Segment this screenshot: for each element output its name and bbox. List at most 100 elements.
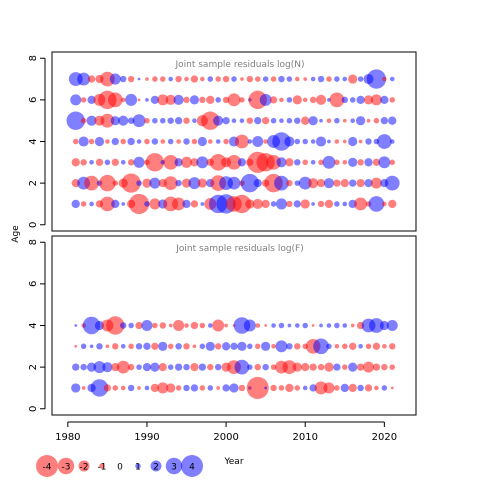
residual-bubble	[176, 139, 181, 144]
residual-bubble	[160, 76, 166, 82]
residual-bubble	[222, 75, 230, 83]
residual-bubble	[222, 384, 230, 392]
x-tick-label: 1980	[55, 432, 80, 443]
legend-bubble	[57, 457, 75, 475]
residual-bubble	[259, 93, 272, 106]
residual-bubble	[364, 158, 373, 167]
residual-bubble	[222, 96, 230, 104]
residual-bubble	[183, 96, 190, 104]
residual-bubble	[99, 174, 116, 192]
residual-bubble	[342, 76, 348, 82]
residual-bubble	[366, 118, 371, 123]
residual-bubble	[284, 136, 295, 147]
residual-bubble	[183, 363, 190, 371]
residual-bubble	[348, 74, 358, 84]
residual-bubble	[334, 385, 340, 391]
residual-bubble	[144, 201, 150, 207]
residual-bubble	[333, 179, 341, 187]
residual-bubble	[317, 200, 325, 208]
legend-bubble	[36, 455, 58, 477]
bubble-size-legend: -4 -3 -2 -1 0 1 2 3 4	[36, 455, 203, 477]
residual-bubble	[270, 364, 277, 370]
residual-bubble	[144, 117, 150, 124]
residual-bubble	[167, 117, 174, 124]
residual-bubble	[135, 321, 143, 330]
residual-bubble	[199, 96, 206, 104]
residual-bubble	[366, 69, 387, 89]
residual-bubble	[112, 385, 119, 391]
residual-bubble	[175, 179, 182, 187]
residual-bubble	[192, 344, 197, 349]
residual-bubble	[292, 95, 302, 105]
panel-log-f-title: Joint sample residuals log(F)	[175, 244, 303, 254]
y-tick-label: 8	[28, 239, 39, 245]
residual-bubble	[382, 76, 387, 82]
residual-bubble	[348, 362, 358, 372]
residual-bubble	[192, 118, 197, 123]
residual-bubble	[348, 136, 358, 147]
residual-bubble	[252, 198, 263, 209]
residual-bubble	[286, 200, 293, 208]
residual-bubble	[370, 177, 382, 189]
residual-bubble	[111, 137, 119, 146]
residual-bubble	[388, 116, 397, 125]
residual-bubble	[215, 97, 221, 103]
residual-bubble	[137, 386, 141, 390]
residual-bubble	[111, 199, 120, 209]
residual-bubble	[198, 363, 207, 371]
residual-bubble	[261, 341, 271, 351]
residual-bubble	[82, 316, 101, 335]
residual-bubble	[326, 343, 332, 350]
residual-bubble	[93, 361, 106, 374]
residual-bubble	[245, 199, 255, 209]
residual-bubble	[253, 178, 262, 188]
residual-bubble	[72, 363, 80, 371]
residual-bubble	[149, 198, 161, 210]
residual-bubble	[158, 341, 168, 351]
residual-bubble	[72, 138, 79, 145]
residual-bubble	[294, 343, 301, 350]
residual-bubble	[310, 139, 316, 144]
y-tick-label: 2	[28, 364, 39, 370]
residual-bubble	[102, 362, 113, 373]
residual-bubble	[199, 385, 206, 391]
residual-bubble	[254, 363, 261, 371]
residual-bubble	[229, 383, 239, 393]
residual-bubble	[334, 344, 340, 349]
residual-bubble	[319, 323, 323, 328]
residual-bubble	[302, 322, 308, 329]
residual-bubble	[356, 116, 366, 126]
residual-bubble	[95, 158, 104, 166]
residual-bubble	[270, 384, 277, 392]
legend-label: 2	[153, 463, 159, 473]
residual-bubble	[334, 159, 340, 166]
residual-bubble	[308, 116, 318, 126]
residual-bubble	[152, 76, 158, 82]
residual-bubble	[341, 96, 348, 104]
residual-bubble	[285, 383, 294, 393]
y-tick-label: 6	[28, 97, 39, 103]
legend-label: 1	[135, 463, 141, 473]
residual-bubble	[150, 95, 160, 105]
residual-bubble	[379, 320, 389, 331]
residual-bubble	[302, 159, 308, 166]
residual-bubble	[342, 364, 348, 370]
residual-bubble	[357, 76, 364, 82]
residual-bubble	[163, 154, 179, 170]
residual-bubble	[300, 199, 310, 209]
residual-bubble	[317, 75, 325, 83]
residual-bubble	[150, 362, 160, 372]
residual-bubble	[303, 77, 308, 81]
residual-bubble	[107, 92, 123, 108]
residual-bubble	[349, 97, 356, 103]
residual-bubble	[286, 343, 293, 350]
residual-bubble	[158, 362, 167, 372]
residual-bubble	[163, 176, 178, 191]
residual-bubble	[326, 323, 332, 328]
residual-bubble	[181, 178, 192, 188]
residual-bubble	[94, 136, 105, 147]
residual-bubble	[384, 175, 400, 191]
residual-bubble	[190, 321, 199, 330]
residual-bubble	[88, 138, 95, 145]
residual-bubble	[322, 155, 336, 169]
